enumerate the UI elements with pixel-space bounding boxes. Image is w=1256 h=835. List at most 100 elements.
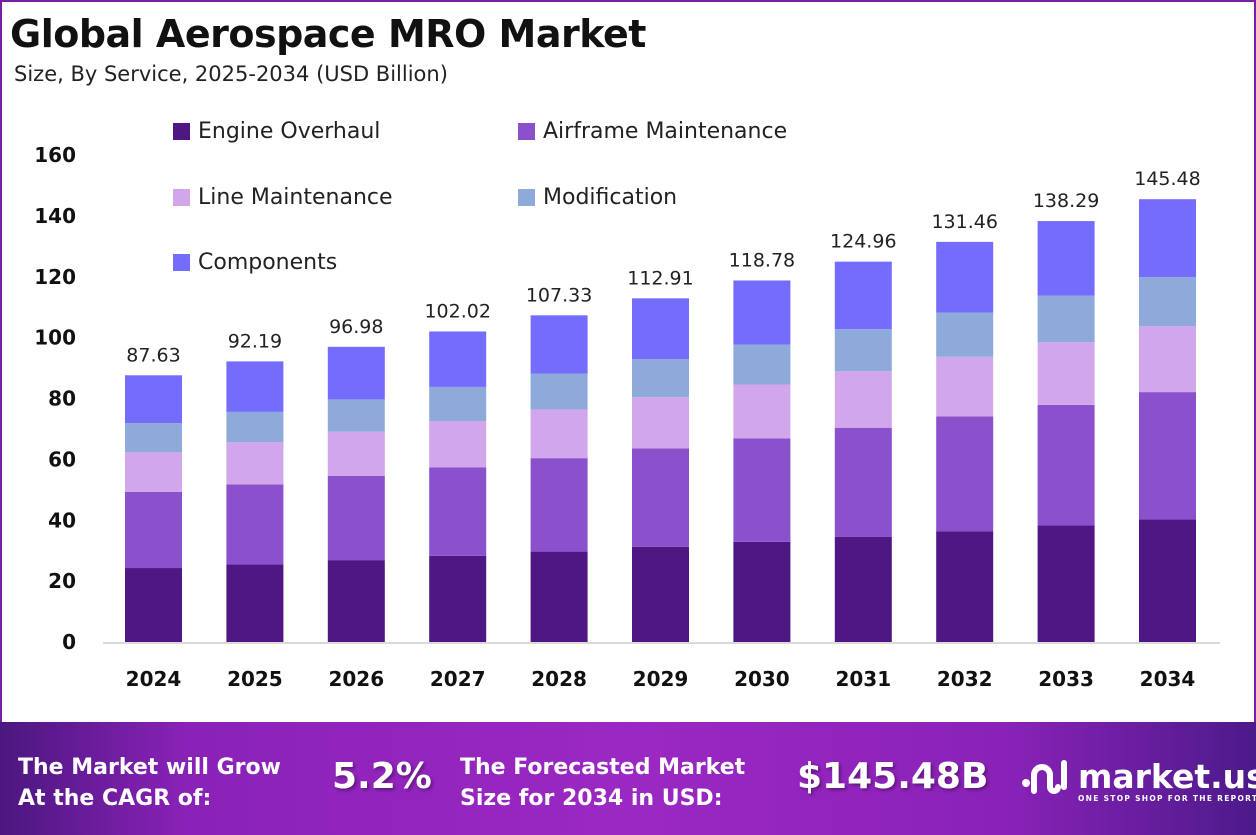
legend-item-components: Components: [173, 250, 337, 275]
legend-label: Line Maintenance: [198, 185, 393, 210]
bar-segment-line-maintenance: [733, 384, 791, 439]
bar-segment-line-maintenance: [936, 356, 994, 417]
forecast-label-line2: Size for 2034 in USD:: [460, 786, 723, 811]
total-data-label: 107.33: [526, 284, 592, 306]
logo-name: market.us: [1078, 757, 1256, 796]
bar-segment-line-maintenance: [125, 452, 182, 492]
bar-segment-engine-overhaul: [733, 541, 791, 642]
cagr-label-line2: At the CAGR of:: [18, 786, 212, 811]
y-tick-label: 0: [62, 630, 76, 654]
market-us-logo-icon: [1020, 755, 1070, 808]
bar-segment-line-maintenance: [632, 397, 689, 449]
bar-segment-engine-overhaul: [632, 546, 689, 642]
bar-segment-airframe-maintenance: [429, 467, 487, 556]
bar-segment-line-maintenance: [1139, 326, 1196, 393]
bar-segment-airframe-maintenance: [1139, 392, 1196, 520]
legend-item-modification: Modification: [518, 185, 677, 210]
bar-segment-modification: [530, 373, 588, 410]
bar-segment-modification: [226, 411, 284, 443]
bar-segment-components: [429, 331, 487, 387]
total-data-label: 145.48: [1134, 168, 1200, 190]
y-tick-label: 40: [48, 508, 76, 532]
bar-segment-modification: [125, 423, 182, 453]
bar-segment-engine-overhaul: [1037, 525, 1095, 642]
total-data-label: 118.78: [729, 249, 795, 271]
legend-label: Modification: [543, 185, 678, 210]
y-tick-label: 80: [48, 387, 76, 411]
bar-segment-engine-overhaul: [834, 536, 892, 642]
legend-label: Components: [198, 250, 338, 275]
bar-segment-components: [733, 280, 791, 345]
bar-segment-engine-overhaul: [429, 555, 487, 642]
bar-segment-airframe-maintenance: [834, 427, 892, 537]
total-data-label: 87.63: [126, 344, 180, 366]
cagr-label: The Market will Grow At the CAGR of:: [18, 752, 281, 814]
forecast-label-line1: The Forecasted Market: [460, 755, 746, 780]
bar-segment-airframe-maintenance: [936, 416, 994, 532]
total-data-label: 102.02: [424, 300, 490, 322]
legend-item-engine-overhaul: Engine Overhaul: [173, 119, 380, 144]
x-tick-label: 2033: [1038, 667, 1094, 691]
bar-segment-airframe-maintenance: [327, 475, 385, 561]
bar-segment-components: [1037, 221, 1095, 296]
cagr-value: 5.2%: [332, 756, 432, 797]
footer-banner: The Market will Grow At the CAGR of: 5.2…: [0, 722, 1256, 835]
y-tick-label: 160: [34, 143, 76, 167]
bar-segment-engine-overhaul: [530, 551, 588, 642]
logo-tagline: ONE STOP SHOP FOR THE REPORTS: [1078, 794, 1256, 803]
x-tick-label: 2029: [633, 667, 689, 691]
forecast-value: $145.48B: [797, 756, 989, 797]
bar-segment-line-maintenance: [1037, 342, 1095, 405]
bar-segment-engine-overhaul: [226, 564, 284, 642]
x-tick-label: 2031: [835, 667, 891, 691]
bar-segment-modification: [632, 359, 689, 398]
legend-label: Engine Overhaul: [198, 119, 381, 144]
bar-segment-airframe-maintenance: [733, 438, 791, 542]
bar-segment-components: [530, 315, 588, 374]
bar-segment-modification: [834, 329, 892, 372]
bar-segment-line-maintenance: [834, 371, 892, 428]
total-data-label: 131.46: [931, 211, 997, 233]
total-data-label: 124.96: [830, 231, 896, 253]
bar-segment-components: [632, 298, 689, 360]
chart-title: Global Aerospace MRO Market: [10, 12, 646, 56]
bar-segment-components: [936, 241, 994, 313]
bar-segment-modification: [1139, 277, 1196, 327]
x-tick-label: 2026: [328, 667, 384, 691]
cagr-label-line1: The Market will Grow: [18, 755, 281, 780]
bar-segment-engine-overhaul: [125, 568, 182, 642]
bar-segment-modification: [733, 344, 791, 385]
bar-segment-modification: [327, 399, 385, 432]
total-data-label: 92.19: [228, 330, 282, 352]
y-tick-label: 120: [34, 265, 76, 289]
bar-segment-line-maintenance: [429, 421, 487, 468]
chart-subtitle: Size, By Service, 2025-2034 (USD Billion…: [14, 62, 448, 86]
bar-segment-components: [1139, 199, 1196, 278]
total-data-label: 96.98: [329, 316, 383, 338]
x-tick-label: 2032: [937, 667, 993, 691]
legend-swatch: [518, 189, 535, 206]
stacked-bar-chart: 0 20 40 60 80 100 120 140 160 87.63 2024 92.19 2025 9…: [34, 143, 1220, 691]
bar-segment-line-maintenance: [327, 431, 385, 476]
bar-segment-modification: [1037, 295, 1095, 343]
x-tick-label: 2024: [126, 667, 182, 691]
bar-segment-engine-overhaul: [1139, 519, 1196, 642]
y-tick-label: 100: [34, 326, 76, 350]
x-tick-label: 2028: [531, 667, 587, 691]
bar-segment-engine-overhaul: [327, 560, 385, 642]
market-us-logo: market.us ONE STOP SHOP FOR THE REPORTS: [1020, 755, 1256, 808]
bar-segment-components: [125, 375, 182, 424]
bar-segment-components: [834, 261, 892, 330]
legend-swatch: [173, 254, 190, 271]
bar-segment-components: [226, 361, 284, 412]
bar-segment-components: [327, 346, 385, 400]
bar-segment-airframe-maintenance: [632, 448, 689, 547]
bar-segment-airframe-maintenance: [530, 458, 588, 552]
bar-segment-line-maintenance: [530, 409, 588, 459]
legend-item-line-maintenance: Line Maintenance: [173, 185, 393, 210]
bar-segment-line-maintenance: [226, 442, 284, 485]
bar-segment-airframe-maintenance: [1037, 404, 1095, 526]
y-tick-label: 60: [48, 447, 76, 471]
x-tick-label: 2030: [734, 667, 790, 691]
bar-segment-engine-overhaul: [936, 531, 994, 642]
